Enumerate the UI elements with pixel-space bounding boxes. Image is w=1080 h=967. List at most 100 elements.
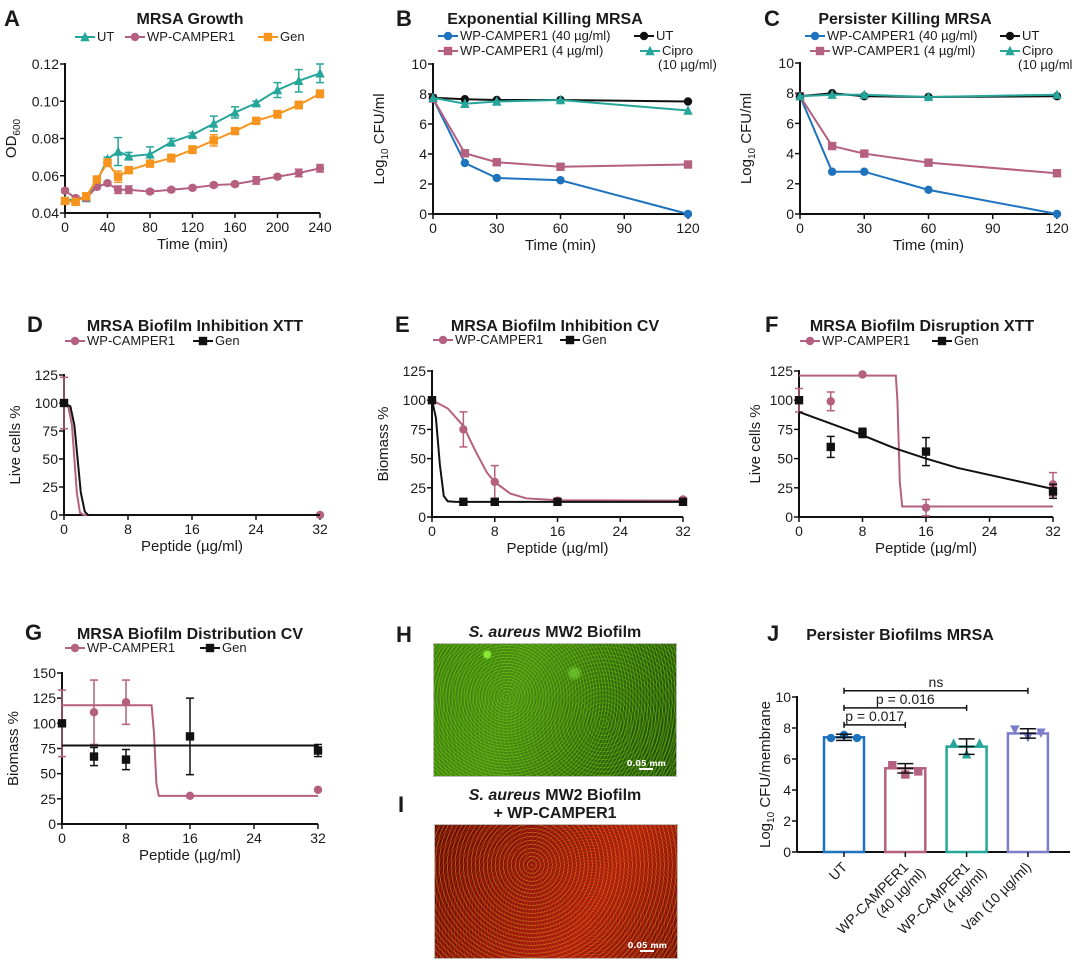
data-point	[315, 164, 325, 173]
significance-bracket: p = 0.016	[843, 691, 968, 711]
x-axis-label: Time (min)	[525, 237, 596, 254]
legend-label: WP-CAMPER1 (4 µg/ml)	[832, 43, 975, 58]
x-tick-label: 60	[921, 220, 937, 236]
x-tick-label: UT	[826, 858, 851, 883]
legend-label: Gen	[222, 640, 247, 655]
bar	[1006, 732, 1050, 854]
image-title-line2: + WP-CAMPER1	[493, 805, 616, 822]
data-point	[60, 186, 70, 195]
legend-item: Gen	[932, 333, 979, 348]
data-point	[492, 96, 502, 106]
y-tick-label: 10	[775, 689, 791, 705]
y-tick-label: 8	[786, 85, 794, 101]
x-tick-label: 24	[248, 521, 264, 537]
x-tick-label: 90	[616, 220, 632, 236]
data-point	[251, 97, 261, 108]
y-tick-label: 8	[419, 86, 427, 102]
x-axis-label: Time (min)	[157, 236, 228, 253]
data-point	[185, 732, 195, 741]
legend-label: (10 µg/ml	[1018, 57, 1073, 72]
y-label-main: Biomass %	[5, 711, 22, 786]
legend-item: WP-CAMPER1 (4 µg/ml)	[438, 43, 603, 58]
data-point	[795, 91, 805, 101]
legend-marker	[645, 45, 655, 56]
y-tick-label: 50	[42, 451, 58, 467]
data-point	[1052, 209, 1062, 219]
y-tick-label: 0	[783, 844, 791, 860]
fit-curve	[63, 402, 320, 516]
legend-marker	[70, 643, 80, 653]
x-tick-label: 0	[61, 219, 69, 235]
series-line	[432, 98, 689, 215]
data-point	[103, 158, 112, 167]
x-tick-label: 0	[60, 521, 68, 537]
data-point	[145, 159, 155, 168]
data-point	[683, 105, 693, 115]
data-point	[57, 719, 67, 728]
data-point	[827, 141, 837, 151]
panel-g: G MRSA Biofilm Distribution CV 0 25 50 75 100 1…	[5, 620, 326, 864]
y-tick-label: 150	[33, 665, 57, 681]
y-axis-label: Biomass %	[5, 711, 22, 786]
y-label-main: Live cells %	[747, 404, 764, 483]
data-point	[556, 162, 565, 171]
y-tick-label: 100	[33, 715, 57, 731]
data-point	[188, 145, 197, 154]
x-tick-label: 8	[859, 523, 867, 539]
y-tick-label: 50	[40, 766, 56, 782]
panel-letter: E	[395, 312, 410, 337]
y-tick-label: 0	[48, 816, 56, 832]
data-point	[209, 136, 218, 145]
panel-e: E MRSA Biofilm Inhibition CV 0 25 50 75 100 125…	[375, 312, 691, 557]
x-tick-label: 0	[428, 523, 436, 539]
data-point	[1048, 487, 1058, 496]
legend-label: UT	[656, 28, 673, 43]
data-point	[460, 98, 470, 108]
fit-curve	[431, 399, 684, 502]
series-line	[432, 97, 689, 168]
y-tick-label: 0.04	[32, 205, 59, 221]
y-tick-label: 0.08	[32, 131, 59, 147]
data-point	[683, 97, 693, 106]
data-point	[858, 428, 867, 438]
x-tick-label: 24	[612, 523, 628, 539]
data-point	[113, 172, 123, 181]
data-point	[167, 185, 176, 194]
data-point	[252, 176, 261, 185]
legend-marker	[70, 336, 80, 346]
legend-label: Gen	[582, 332, 607, 347]
data-point	[272, 84, 283, 95]
data-point	[852, 733, 862, 743]
bar	[822, 736, 866, 854]
legend-marker	[263, 32, 273, 42]
data-point	[294, 75, 304, 85]
y-tick-label: 0	[786, 206, 794, 222]
y-axis-label: Live cells %	[747, 404, 764, 483]
data-point	[1036, 728, 1046, 738]
scale-bar: 0.05 mm	[626, 759, 666, 768]
x-tick-label: 120	[181, 219, 205, 235]
data-point	[459, 425, 468, 434]
data-point	[82, 192, 91, 201]
legend-label: WP-CAMPER1	[147, 29, 235, 44]
y-tick-label: 6	[786, 115, 794, 131]
legend-marker	[815, 46, 825, 56]
y-axis-label: OD600	[3, 118, 23, 158]
legend-label: WP-CAMPER1	[87, 640, 175, 655]
series	[795, 89, 1062, 102]
y-tick-label: 25	[410, 480, 426, 496]
data-point	[427, 396, 437, 405]
title-species: S. aureus	[469, 787, 541, 804]
data-point	[185, 791, 195, 801]
y-tick-label: 2	[419, 176, 427, 192]
legend-marker	[565, 335, 575, 345]
y-axis-label: Log10 CFU/membrane	[757, 701, 777, 848]
y-tick-label: 6	[783, 751, 791, 767]
y-label-rest: CFU/ml	[371, 93, 388, 148]
fit-curve	[431, 399, 683, 503]
data-point	[826, 442, 835, 452]
legend-marker	[639, 31, 649, 41]
data-point	[124, 165, 133, 175]
x-tick-label: 8	[122, 830, 130, 846]
x-tick-label: 32	[1045, 523, 1061, 539]
